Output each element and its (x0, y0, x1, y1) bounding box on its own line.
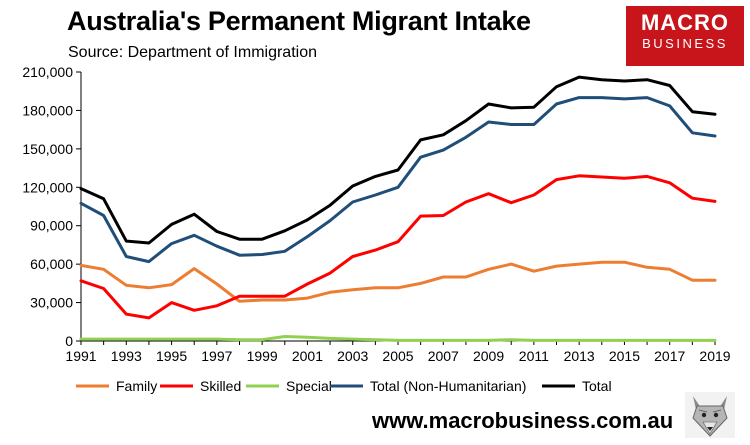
x-tick-label: 1997 (201, 348, 232, 364)
wolf-mascot-icon (685, 392, 735, 438)
chart-legend: Family Skilled Special Total (Non-Humanitar… (76, 378, 612, 394)
series-line-total (79, 75, 717, 245)
x-tick-label: 2007 (428, 348, 459, 364)
logo-line-1: MACRO (640, 10, 730, 35)
x-tick-label: 2015 (609, 348, 640, 364)
y-tick-label: 210,000 (22, 64, 73, 80)
y-tick-label: 180,000 (22, 102, 73, 118)
legend-label: Total (Non-Humanitarian) (370, 378, 526, 394)
x-tick-label: 2017 (654, 348, 685, 364)
y-tick-label: 150,000 (22, 141, 73, 157)
chart-series-lines (79, 75, 717, 342)
chart-subtitle: Source: Department of Immigration (68, 44, 317, 61)
x-tick-label: 1991 (65, 348, 96, 364)
chart-axes: 0 30,000 60,000 90,000 120,000 150,000 180,000… (22, 64, 730, 364)
x-tick-label: 2001 (292, 348, 323, 364)
x-tick-label: 2013 (564, 348, 595, 364)
x-tick-label: 2005 (382, 348, 413, 364)
x-tick-label: 1999 (247, 348, 278, 364)
macrobusiness-logo[interactable]: MACRO BUSINESS (626, 6, 744, 66)
x-tick-label: 2009 (473, 348, 504, 364)
x-tick-label: 1995 (156, 348, 187, 364)
series-line-skilled (79, 174, 717, 320)
legend-label: Family (116, 378, 157, 394)
footer-url-link[interactable]: www.macrobusiness.com.au (372, 408, 674, 433)
legend-label: Total (582, 378, 612, 394)
x-tick-label: 2011 (519, 348, 549, 364)
page-title: Australia's Permanent Migrant Intake (67, 6, 531, 36)
y-tick-label: 0 (65, 333, 73, 349)
logo-line-2: BUSINESS (642, 36, 728, 51)
y-tick-label: 120,000 (22, 179, 73, 195)
y-tick-label: 60,000 (30, 256, 73, 272)
y-tick-label: 90,000 (30, 218, 73, 234)
series-line-family (79, 260, 717, 303)
x-tick-label: 1993 (111, 348, 142, 364)
y-tick-label: 30,000 (30, 295, 73, 311)
x-tick-label: 2019 (699, 348, 730, 364)
series-line-special (79, 335, 717, 342)
x-tick-label: 2003 (337, 348, 368, 364)
legend-label: Skilled (200, 378, 241, 394)
series-line-total-non-humanitarian (79, 96, 717, 264)
legend-label: Special (286, 378, 332, 394)
